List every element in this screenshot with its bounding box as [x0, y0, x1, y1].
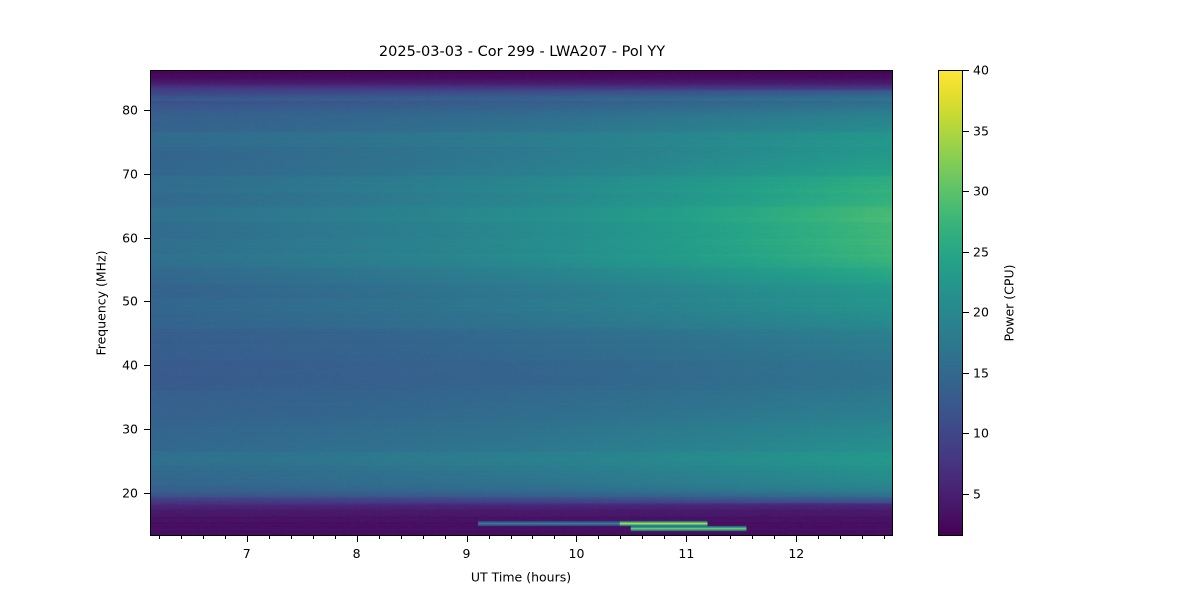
y-axis-tick-label: 30 [122, 421, 138, 437]
x-axis-minor-tick [312, 536, 314, 540]
x-axis-minor-tick [400, 536, 402, 540]
x-axis-tick [466, 536, 468, 542]
x-axis-minor-tick [268, 536, 270, 540]
y-axis-tick [144, 365, 150, 367]
x-axis-minor-tick [642, 536, 644, 540]
x-axis-tick-label: 7 [242, 546, 251, 561]
x-axis-tick [246, 536, 248, 542]
y-axis-tick-label: 20 [122, 485, 138, 501]
colorbar-tick [963, 433, 969, 435]
x-axis-tick-label: 10 [568, 546, 585, 561]
x-axis-minor-tick [730, 536, 732, 540]
x-axis-tick [356, 536, 358, 542]
x-axis-minor-tick [884, 536, 886, 540]
x-axis-minor-tick [334, 536, 336, 540]
colorbar-tick [963, 493, 969, 495]
colorbar-tick-label: 30 [973, 183, 989, 199]
x-axis-tick-label: 9 [462, 546, 471, 561]
colorbar-tick-label: 25 [973, 244, 989, 260]
x-axis-minor-tick [752, 536, 754, 540]
colorbar-label: Power (CPU) [1001, 264, 1017, 342]
colorbar-tick [963, 251, 969, 253]
y-axis-tick [144, 428, 150, 430]
spectrogram-heatmap-image [151, 71, 892, 535]
colorbar-tick-label: 5 [973, 486, 981, 502]
page-title: 2025-03-03 - Cor 299 - LWA207 - Pol YY [378, 44, 666, 60]
x-axis-tick [796, 536, 798, 542]
x-axis-tick-label: 11 [678, 546, 695, 561]
x-axis-minor-tick [708, 536, 710, 540]
colorbar-tick-label: 10 [973, 425, 989, 441]
colorbar-tick [963, 130, 969, 132]
y-axis-tick [144, 301, 150, 303]
x-axis-minor-tick [554, 536, 556, 540]
colorbar-tick-label: 15 [973, 365, 989, 381]
x-axis-minor-tick [422, 536, 424, 540]
y-axis-tick [144, 237, 150, 239]
y-axis-tick-label: 60 [122, 230, 138, 246]
x-axis-minor-tick [290, 536, 292, 540]
x-axis-minor-tick [532, 536, 534, 540]
x-axis-minor-tick [202, 536, 204, 540]
x-axis-minor-tick [664, 536, 666, 540]
colorbar-tick [963, 70, 969, 71]
colorbar-tick-label: 20 [973, 304, 989, 320]
x-axis-tick [686, 536, 688, 542]
colorbar[interactable] [938, 70, 963, 536]
y-axis-tick-label: 40 [122, 357, 138, 373]
x-axis-minor-tick [620, 536, 622, 540]
x-axis-tick [576, 536, 578, 542]
x-axis-minor-tick [378, 536, 380, 540]
x-axis-minor-tick [598, 536, 600, 540]
colorbar-gradient [939, 71, 962, 535]
y-axis-tick [144, 110, 150, 112]
x-axis-tick-label: 8 [352, 546, 361, 561]
x-axis-minor-tick [774, 536, 776, 540]
colorbar-tick-label: 40 [973, 62, 989, 78]
y-axis-tick-label: 80 [122, 102, 138, 118]
colorbar-tick [963, 191, 969, 193]
y-axis-tick-label: 70 [122, 166, 138, 182]
colorbar-tick-label: 35 [973, 123, 989, 139]
y-axis-tick [144, 492, 150, 494]
x-axis-minor-tick [224, 536, 226, 540]
x-axis-minor-tick [510, 536, 512, 540]
x-axis-minor-tick [158, 536, 160, 540]
y-axis-tick [144, 173, 150, 175]
colorbar-tick [963, 312, 969, 314]
x-axis-label: UT Time (hours) [470, 569, 572, 585]
x-axis-tick-label: 12 [788, 546, 805, 561]
colorbar-tick [963, 372, 969, 374]
x-axis-minor-tick [862, 536, 864, 540]
x-axis-minor-tick [840, 536, 842, 540]
y-axis-tick-label: 50 [122, 293, 138, 309]
x-axis-minor-tick [444, 536, 446, 540]
spectrogram-plot-area[interactable] [150, 70, 893, 536]
x-axis-minor-tick [818, 536, 820, 540]
x-axis-minor-tick [180, 536, 182, 540]
x-axis-minor-tick [488, 536, 490, 540]
